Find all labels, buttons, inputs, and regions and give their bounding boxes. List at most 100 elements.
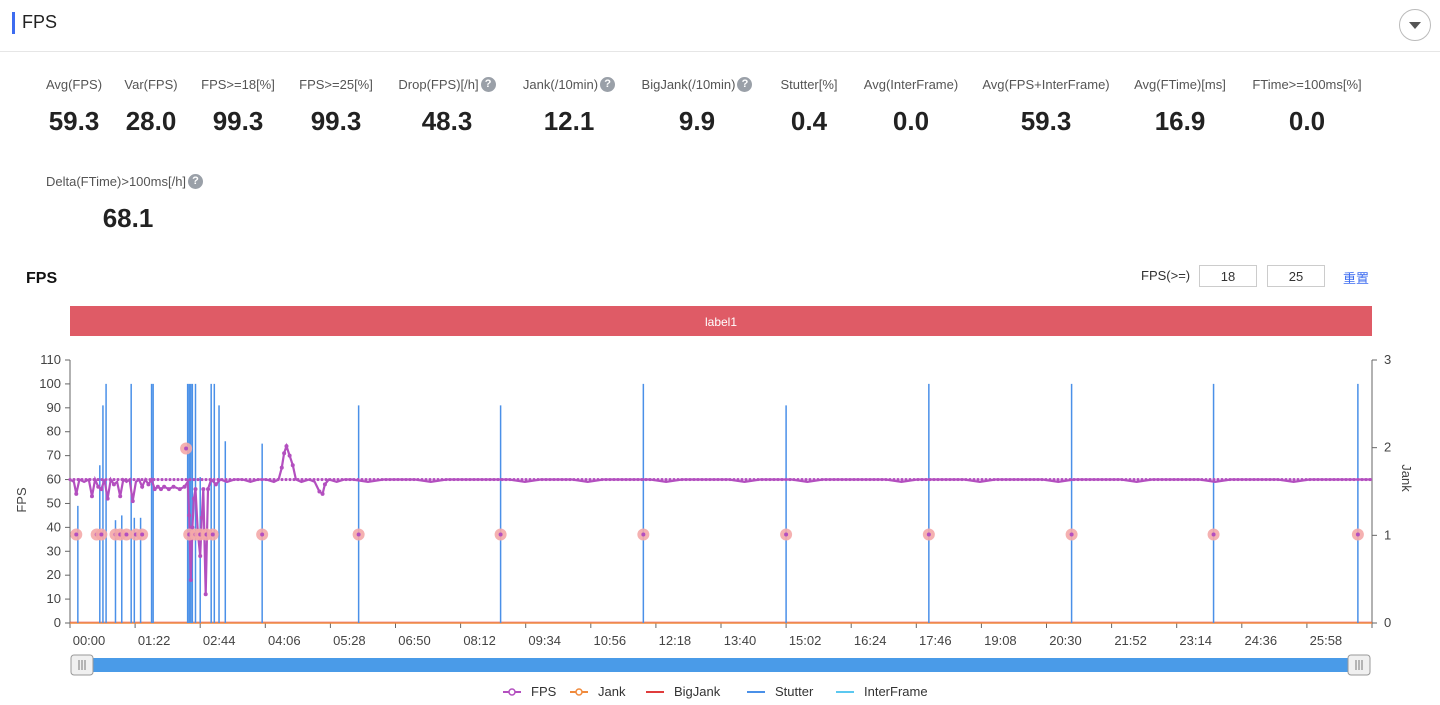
fps-point [155, 484, 160, 489]
fps-point [864, 477, 868, 482]
fps-point [464, 477, 468, 482]
fps-point [700, 477, 704, 482]
fps-point [1364, 477, 1368, 482]
legend-label-fps: FPS [531, 684, 557, 699]
x-tick-label: 08:12 [463, 633, 496, 648]
jank-marker-dot [184, 446, 189, 451]
stat-label: FPS>=25[%] [299, 77, 373, 92]
fps-point [99, 487, 104, 492]
fps-point [884, 477, 888, 482]
fps-point [240, 477, 244, 482]
fps-point [1084, 477, 1088, 482]
fps-point [908, 477, 912, 482]
fps-point [105, 496, 110, 501]
fps-point [764, 477, 768, 482]
fps-point [800, 477, 804, 482]
label-band-text: label1 [705, 315, 737, 329]
jank-marker-dot [784, 532, 789, 537]
fps-point [444, 477, 448, 482]
fps-point [896, 477, 900, 482]
fps-point [1232, 477, 1236, 482]
fps-point [932, 477, 936, 482]
fps-point [76, 477, 80, 482]
y-tick-label: 90 [47, 400, 61, 415]
threshold-high-input[interactable] [1267, 265, 1325, 287]
fps-point [644, 477, 648, 482]
fps-point [648, 477, 652, 482]
fps-point [232, 477, 236, 482]
fps-point [146, 482, 151, 487]
fps-point [1128, 477, 1132, 482]
fps-point [492, 477, 496, 482]
y-axis-label: FPS [14, 487, 29, 513]
fps-point [452, 477, 456, 482]
fps-point [584, 477, 588, 482]
reset-button[interactable]: 重置 [1343, 271, 1370, 286]
fps-point [1292, 477, 1296, 482]
fps-point [1024, 477, 1028, 482]
fps-point [112, 477, 116, 482]
fps-point [1136, 477, 1140, 482]
fps-point [836, 477, 840, 482]
fps-point [1104, 477, 1108, 482]
help-icon[interactable]: ? [188, 174, 204, 189]
fps-point [208, 477, 212, 482]
fps-point [436, 477, 440, 482]
fps-point [668, 477, 672, 482]
help-icon[interactable]: ? [600, 77, 616, 92]
fps-point [1324, 477, 1328, 482]
help-icon[interactable]: ? [737, 77, 753, 92]
stat-value: 0.4 [790, 106, 828, 136]
x-tick-label: 00:00 [73, 633, 106, 648]
fps-point [144, 477, 148, 482]
fps-point [166, 487, 171, 492]
fps-point [284, 477, 288, 482]
fps-point [312, 477, 316, 482]
threshold-low-input[interactable] [1199, 265, 1257, 287]
y-tick-label: 60 [47, 472, 61, 487]
fps-point [1328, 477, 1332, 482]
y-tick-label: 50 [47, 495, 61, 510]
fps-point [1264, 477, 1268, 482]
fps-point [1360, 477, 1364, 482]
fps-point [828, 477, 832, 482]
fps-point [1280, 477, 1284, 482]
jank-marker-dot [498, 532, 503, 537]
fps-point [1368, 477, 1372, 482]
fps-point [74, 491, 79, 496]
fps-point [812, 477, 816, 482]
zoom-slider-range[interactable] [75, 658, 1367, 672]
x-tick-label: 16:24 [854, 633, 887, 648]
fps-point [1332, 477, 1336, 482]
fps-point [264, 477, 268, 482]
fps-point [100, 477, 104, 482]
fps-point [384, 477, 388, 482]
fps-point [1148, 477, 1152, 482]
fps-point [96, 484, 101, 489]
fps-point [1060, 477, 1064, 482]
fps-point [472, 477, 476, 482]
fps-point [504, 477, 508, 482]
x-tick-label: 02:44 [203, 633, 236, 648]
fps-point [336, 477, 340, 482]
fps-point [128, 477, 132, 482]
fps-point [408, 477, 412, 482]
fps-point [116, 477, 120, 482]
fps-point [448, 477, 452, 482]
threshold-label: FPS(>=) [1141, 268, 1191, 283]
fps-point [620, 477, 624, 482]
y-tick-label: 40 [47, 519, 61, 534]
fps-point [188, 477, 192, 482]
stat-drop-fps-h: Drop(FPS)[/h]? 48.3 [347, 77, 547, 137]
help-icon[interactable]: ? [480, 77, 496, 92]
fps-point [282, 451, 287, 456]
fps-point [712, 477, 716, 482]
fps-point [1096, 477, 1100, 482]
fps-point [1112, 477, 1116, 482]
fps-point [1272, 477, 1276, 482]
fps-point [288, 477, 292, 482]
panel-title: FPS [22, 12, 58, 32]
collapse-chevron-icon[interactable] [1399, 9, 1431, 41]
fps-point [956, 477, 960, 482]
fps-point [652, 477, 656, 482]
